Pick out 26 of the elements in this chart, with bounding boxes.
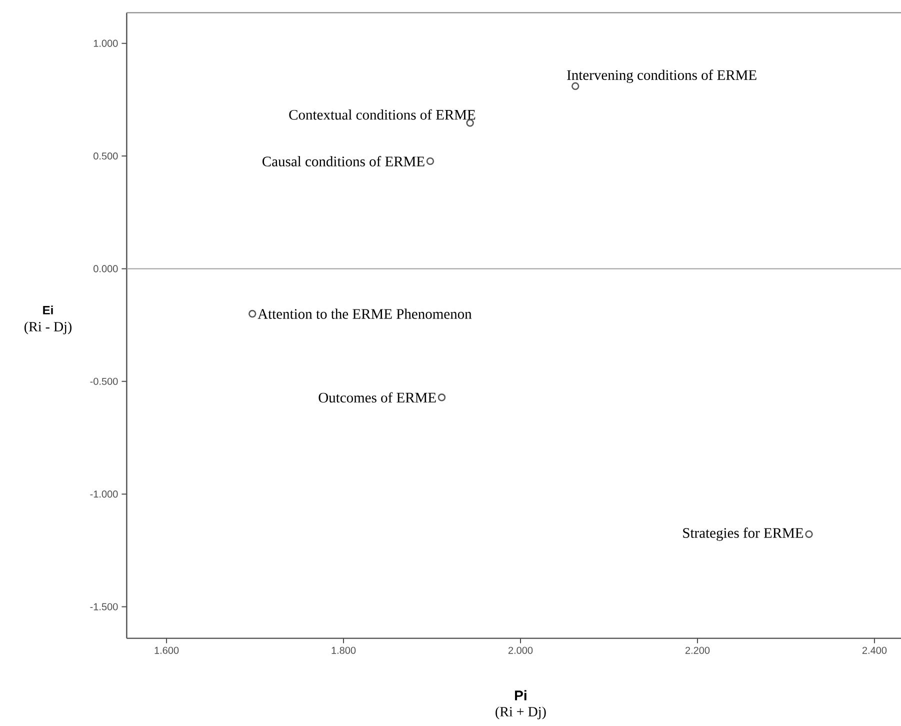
point [438, 394, 446, 402]
point [466, 119, 474, 127]
point [426, 157, 434, 166]
x-tick-label: 2.000 [508, 646, 533, 654]
y-tick-label: 0.000 [94, 265, 118, 272]
x-tick-label: 1.600 [154, 646, 179, 654]
x-tick-label: 2.400 [862, 646, 887, 654]
annotation: Attention to the ERME Phenomenon [258, 308, 472, 319]
annotation: Causal conditions of ERME [262, 156, 424, 166]
point [805, 530, 813, 538]
annotation: Strategies for ERME [683, 528, 804, 541]
y-tick-label: -1.000 [90, 490, 118, 498]
text: (Ri + Dj) [496, 706, 546, 720]
y-tick-label: 1.000 [94, 40, 118, 47]
y-tick-label: 0.500 [94, 152, 118, 160]
annotation: Contextual conditions of ERME [289, 109, 476, 120]
point [248, 310, 256, 318]
x-axis-title: Pi [515, 690, 526, 700]
y-tick-label: -1.500 [90, 603, 118, 610]
y-tick-label: -0.500 [90, 378, 118, 385]
y-axis-title: Ei [43, 306, 53, 314]
text: (Ri - Dj) [24, 322, 72, 334]
x-tick-label: 2.200 [685, 646, 710, 654]
annotation: Intervening conditions of ERME [567, 70, 756, 83]
annotation: Outcomes of ERME [318, 392, 436, 403]
x-tick-label: 1.800 [332, 646, 356, 654]
